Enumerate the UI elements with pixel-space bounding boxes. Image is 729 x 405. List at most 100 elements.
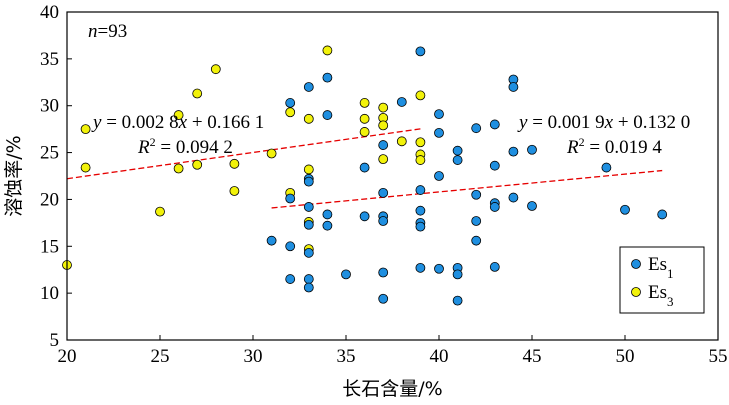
legend-marker-es1 (631, 259, 641, 269)
point-es1 (508, 192, 519, 203)
point-es1 (452, 269, 463, 280)
r2-superscript: 2 (579, 135, 585, 149)
point-es1 (434, 263, 444, 274)
point-es1 (378, 187, 389, 198)
point-es3 (415, 155, 426, 165)
point-es3 (210, 64, 221, 75)
point-es3 (415, 137, 426, 148)
fit-r2-es3: R2 = 0.094 2 (137, 135, 233, 158)
point-es1 (378, 293, 389, 304)
point-es1 (489, 119, 500, 130)
point-es1 (322, 220, 333, 231)
point-es1 (285, 241, 296, 252)
point-es1 (620, 204, 630, 215)
point-es1 (508, 146, 519, 157)
fit-line-es3 (66, 128, 421, 180)
x-tick-label: 20 (58, 346, 77, 367)
point-es1 (452, 145, 463, 156)
r2-superscript: 2 (150, 135, 156, 149)
point-es1 (489, 262, 500, 272)
point-es1 (415, 221, 426, 232)
eq-y-symbol: y (91, 112, 102, 133)
x-tick-label: 30 (244, 346, 263, 367)
y-tick-label: 30 (40, 96, 59, 117)
point-es3 (378, 120, 389, 131)
point-es1 (452, 295, 463, 306)
point-es1 (378, 140, 389, 150)
point-es1 (471, 123, 482, 134)
legend-label-main: Es (648, 254, 667, 275)
point-es3 (359, 127, 370, 137)
y-tick-label: 40 (40, 2, 59, 23)
point-es1 (415, 205, 426, 216)
point-es3 (359, 113, 370, 124)
x-tick-label: 40 (430, 346, 449, 367)
point-es1 (471, 235, 482, 246)
fit-equation-es3: y = 0.002 8x + 0.166 1 (91, 112, 264, 133)
point-es3 (303, 164, 314, 175)
eq-y-symbol: y (517, 112, 528, 133)
point-es1 (415, 185, 426, 195)
point-es1 (303, 202, 314, 212)
point-es3 (378, 102, 389, 113)
r2-symbol: R (137, 137, 150, 158)
legend-label-sub: 3 (667, 294, 674, 309)
point-es1 (471, 216, 482, 226)
point-es1 (489, 160, 500, 171)
r2-value: = 0.094 2 (156, 137, 233, 158)
x-tick-label: 50 (616, 346, 635, 367)
x-axis-title: 长石含量/% (342, 378, 442, 400)
n-symbol: n (88, 21, 98, 42)
point-es3 (80, 162, 91, 173)
point-es1 (303, 219, 314, 230)
fit-lines-layer (66, 128, 663, 209)
point-es1 (359, 162, 370, 173)
point-es3 (173, 110, 184, 120)
eq-x-symbol: x (178, 112, 188, 133)
fit-equation-es1: y = 0.001 9x + 0.132 0 (517, 112, 690, 133)
point-es3 (266, 148, 277, 159)
legend-label-es1: Es1 (648, 254, 674, 281)
sample-count-annotation: n=93 (88, 21, 127, 42)
point-es3 (415, 90, 426, 101)
point-es1 (415, 46, 426, 57)
point-es1 (303, 274, 314, 284)
point-es1 (378, 267, 389, 278)
eq-slope: = 0.002 8 (101, 112, 178, 133)
legend: Es1 Es3 (619, 246, 705, 314)
x-tick-label: 55 (709, 346, 728, 367)
plot-frame (66, 11, 719, 341)
legend-label-main: Es (648, 282, 667, 303)
x-tick-label: 25 (151, 346, 170, 367)
eq-slope: = 0.001 9 (527, 112, 604, 133)
point-es1 (285, 193, 296, 204)
point-es1 (341, 269, 351, 280)
n-value: =93 (98, 21, 128, 42)
legend-marker-es3 (631, 287, 641, 297)
point-es1 (378, 216, 389, 226)
y-tick-label: 25 (40, 143, 59, 164)
point-es1 (322, 209, 333, 220)
eq-x-symbol: x (604, 112, 614, 133)
eq-intercept: + 0.132 0 (613, 112, 690, 133)
point-es3 (80, 124, 91, 135)
point-es1 (452, 155, 463, 165)
point-es3 (192, 88, 203, 99)
point-es1 (508, 82, 519, 92)
x-tick-label: 35 (337, 346, 356, 367)
x-tick-label: 45 (523, 346, 542, 367)
point-es1 (657, 209, 668, 220)
point-es3 (285, 107, 296, 118)
legend-box (619, 246, 705, 314)
point-es1 (434, 109, 444, 120)
point-es1 (359, 211, 370, 222)
point-es1 (266, 235, 277, 246)
point-es3 (359, 98, 370, 108)
point-es1 (285, 274, 296, 284)
y-axis-title: 溶蚀率/% (3, 135, 25, 216)
point-es3 (322, 45, 333, 56)
y-tick-label: 20 (40, 189, 59, 210)
legend-label-sub: 1 (667, 266, 674, 281)
